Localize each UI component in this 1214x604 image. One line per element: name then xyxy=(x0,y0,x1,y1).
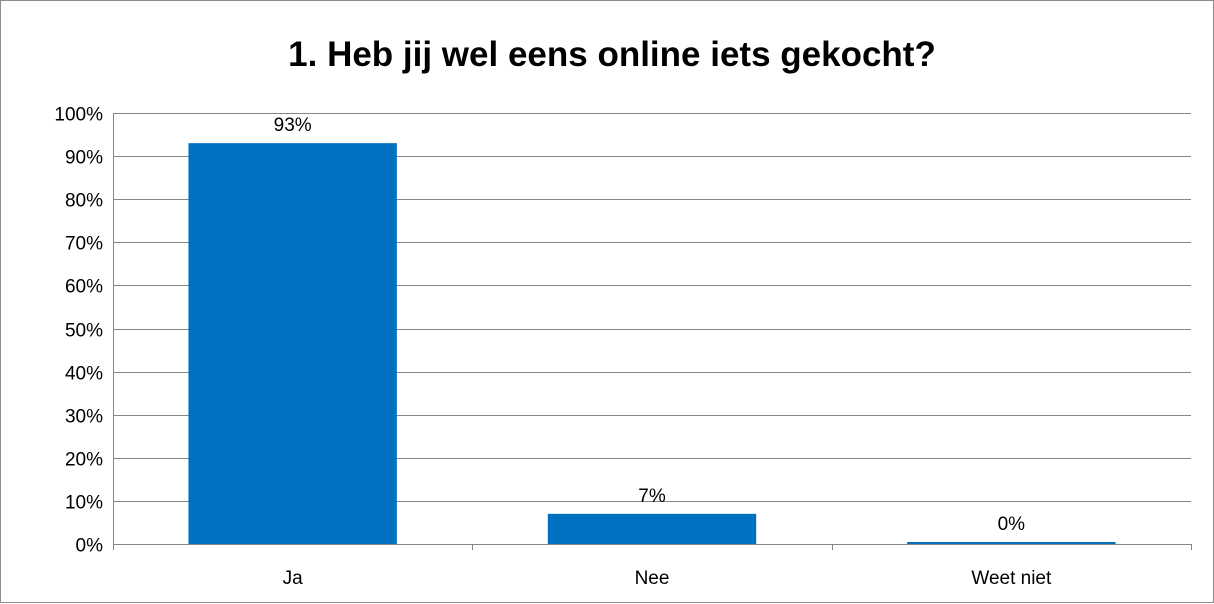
bar-nee xyxy=(547,513,757,544)
data-labels: 93% 7% 0% xyxy=(274,115,1026,535)
y-tick-label: 0% xyxy=(76,536,104,557)
x-category-label: Nee xyxy=(635,568,670,589)
y-tick-label: 80% xyxy=(65,191,103,212)
y-tick-label: 100% xyxy=(54,105,103,126)
bar-weet-niet xyxy=(907,542,1116,544)
x-category-label: Ja xyxy=(283,568,304,589)
data-label: 0% xyxy=(998,514,1026,535)
y-tick-label: 90% xyxy=(65,148,103,169)
chart-title: 1. Heb jij wel eens online iets gekocht? xyxy=(288,35,936,74)
data-label: 7% xyxy=(638,486,666,507)
y-tick-label: 40% xyxy=(65,364,103,385)
y-tick-label: 30% xyxy=(65,407,103,428)
y-tick-label: 10% xyxy=(65,493,103,514)
data-label: 93% xyxy=(274,115,312,136)
y-axis-tick-labels: 0% 10% 20% 30% 40% 50% 60% 70% 80% 90% 100% xyxy=(54,105,103,557)
bar-ja xyxy=(188,143,397,545)
x-category-label: Weet niet xyxy=(971,568,1052,589)
bars xyxy=(188,143,1116,545)
x-axis-category-labels: Ja Nee Weet niet xyxy=(283,568,1052,589)
y-tick-label: 60% xyxy=(65,277,103,298)
y-tick-label: 70% xyxy=(65,234,103,255)
y-tick-label: 20% xyxy=(65,450,103,471)
y-tick-label: 50% xyxy=(65,321,103,342)
